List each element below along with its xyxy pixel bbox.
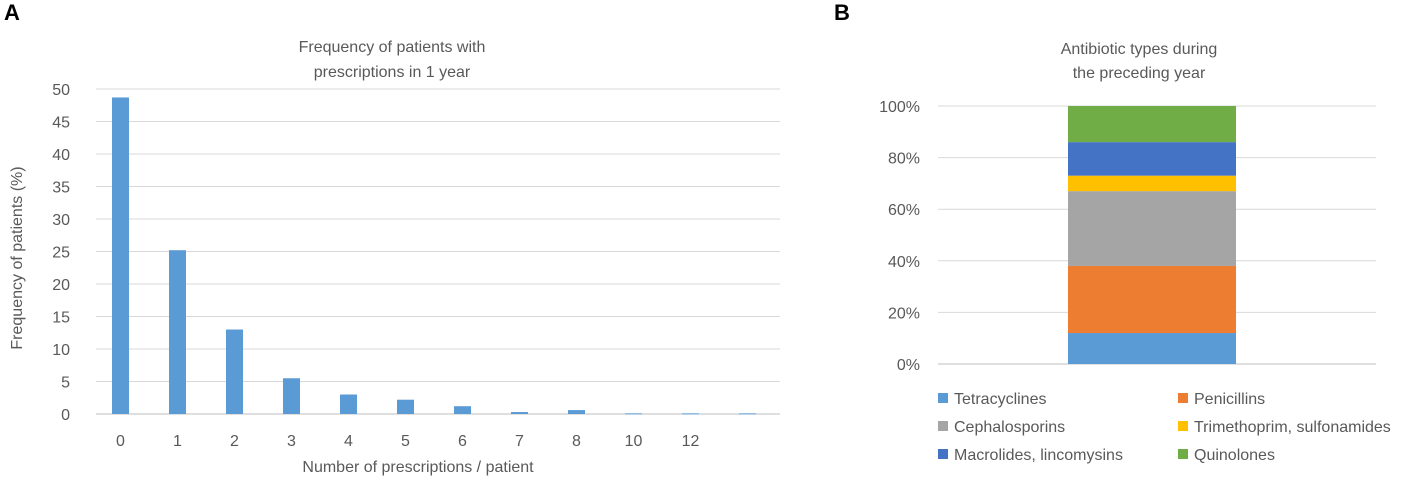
stack-segment — [1068, 106, 1236, 143]
y-tick-label: 25 — [52, 245, 70, 262]
y-tick-label: 20% — [888, 305, 920, 322]
x-tick-label: 0 — [116, 433, 125, 450]
bar — [739, 413, 756, 415]
legend-label: Penicillins — [1194, 391, 1265, 408]
legend-label: Quinolones — [1194, 447, 1275, 464]
panel-label-a: A — [4, 0, 20, 25]
bar — [454, 406, 471, 414]
bar — [226, 329, 243, 414]
x-tick-label: 10 — [625, 433, 643, 450]
bar — [625, 413, 642, 415]
y-tick-label: 40 — [52, 147, 70, 164]
x-tick-label: 6 — [458, 433, 467, 450]
bar — [169, 250, 186, 414]
y-tick-label: 100% — [879, 99, 920, 116]
x-tick-label: 8 — [572, 433, 581, 450]
antibiotic-types-chart: Antibiotic types during the preceding ye… — [879, 41, 1391, 464]
stack-segment — [1068, 333, 1236, 364]
legend-swatch — [1178, 449, 1188, 459]
legend-swatch — [1178, 393, 1188, 403]
legend-swatch — [1178, 421, 1188, 431]
y-tick-label: 0% — [897, 357, 920, 374]
stack-segment — [1068, 265, 1236, 334]
y-tick-label: 5 — [61, 375, 70, 392]
panel-label-b: B — [834, 0, 850, 25]
legend-swatch — [938, 449, 948, 459]
chart-b-title-line-1: Antibiotic types during — [1061, 41, 1218, 58]
y-tick-label: 80% — [888, 151, 920, 168]
bar — [397, 399, 414, 414]
x-tick-label: 2 — [230, 433, 239, 450]
legend-label: Cephalosporins — [954, 419, 1065, 436]
stack-segment — [1068, 175, 1236, 192]
bar — [682, 413, 699, 415]
chart-a-ylabel: Frequency of patients (%) — [9, 166, 26, 349]
y-tick-label: 35 — [52, 180, 70, 197]
y-tick-label: 0 — [61, 407, 70, 424]
y-tick-label: 15 — [52, 310, 70, 327]
bar — [568, 410, 585, 414]
y-tick-label: 45 — [52, 115, 70, 132]
x-tick-label: 3 — [287, 433, 296, 450]
x-tick-label: 4 — [344, 433, 353, 450]
bar — [511, 412, 528, 414]
x-tick-label: 12 — [682, 433, 700, 450]
y-tick-label: 40% — [888, 254, 920, 271]
legend-label: Trimethoprim, sulfonamides — [1194, 419, 1391, 436]
prescription-frequency-chart: Frequency of patients with prescriptions… — [9, 39, 780, 476]
y-tick-label: 20 — [52, 277, 70, 294]
x-tick-label: 1 — [173, 433, 182, 450]
legend-swatch — [938, 393, 948, 403]
bar — [112, 97, 129, 414]
legend-label: Macrolides, lincomysins — [954, 447, 1123, 464]
chart-a-xlabel: Number of prescriptions / patient — [302, 459, 534, 476]
y-tick-label: 10 — [52, 342, 70, 359]
y-tick-label: 60% — [888, 202, 920, 219]
stack-segment — [1068, 191, 1236, 266]
bar — [283, 378, 300, 414]
legend-swatch — [938, 421, 948, 431]
y-tick-label: 30 — [52, 212, 70, 229]
chart-b-title-line-2: the preceding year — [1073, 65, 1206, 82]
chart-a-title-line-1: Frequency of patients with — [299, 39, 486, 56]
y-tick-label: 50 — [52, 82, 70, 99]
x-tick-label: 7 — [515, 433, 524, 450]
chart-a-title-line-2: prescriptions in 1 year — [314, 64, 471, 81]
x-tick-label: 5 — [401, 433, 410, 450]
stack-segment — [1068, 142, 1236, 176]
legend-label: Tetracyclines — [954, 391, 1046, 408]
bar — [340, 394, 357, 414]
